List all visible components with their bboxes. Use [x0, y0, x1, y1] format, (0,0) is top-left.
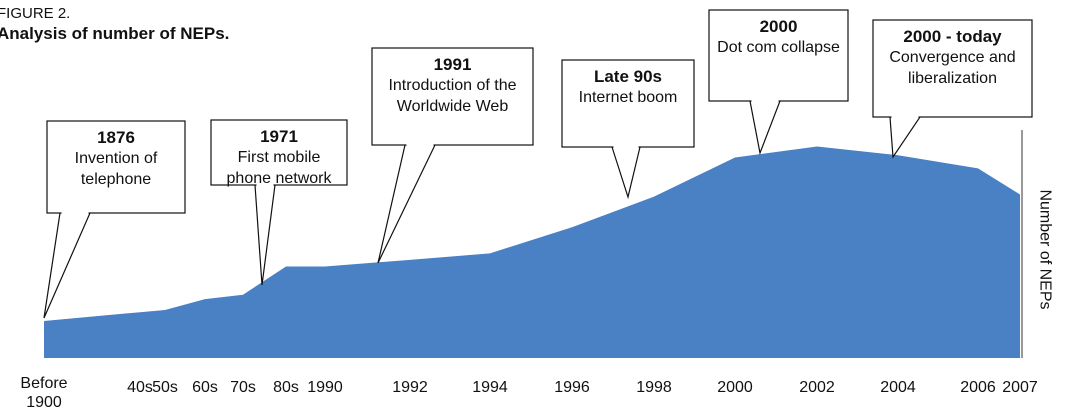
x-tick-label: 2006	[960, 379, 996, 396]
x-tick-label: 2002	[799, 379, 835, 396]
callout: 1991 Introduction of the Worldwide Web	[372, 48, 533, 145]
figure-label: FIGURE 2.	[0, 5, 71, 22]
callout: 2000 - today Convergence and liberalizati…	[873, 20, 1032, 117]
x-tick-label: Before 1900	[20, 375, 68, 411]
x-tick-label: 80s	[273, 379, 299, 396]
callout-text: Convergence and liberalization	[889, 49, 1016, 87]
x-tick-label: 50s	[152, 379, 178, 396]
callout: 1971 First mobile phone network	[211, 120, 347, 187]
callout-year: Late 90s	[593, 67, 663, 86]
x-tick-label: 2004	[880, 379, 916, 396]
callout-pointer	[254, 184, 276, 286]
callout: Late 90s Internet boom	[562, 60, 694, 147]
callout-pointer	[889, 116, 922, 159]
callout-box	[46, 120, 186, 214]
callout-year: 2000	[759, 17, 798, 36]
callout-box	[371, 47, 534, 146]
callout-text: Dot com collapse	[717, 39, 840, 56]
callout-box	[210, 119, 348, 186]
x-tick-label: 70s	[230, 379, 256, 396]
callout: 2000 Dot com collapse	[709, 10, 848, 101]
callout-text: First mobile phone network	[226, 149, 332, 187]
callout-pointer	[749, 100, 781, 156]
x-tick-label: 1992	[392, 379, 428, 396]
callout-year: 1876	[97, 128, 135, 147]
callout-text: Introduction of the Worldwide Web	[388, 77, 517, 115]
x-tick-label: 1996	[554, 379, 590, 396]
callout-pointer	[377, 144, 436, 264]
callout-pointer	[43, 212, 91, 319]
y-axis-label: Number of NEPs	[1036, 189, 1054, 310]
x-tick-label: 2000	[717, 379, 753, 396]
callout-text: Invention of telephone	[74, 150, 158, 188]
x-tick-label: 40s	[127, 379, 153, 396]
callout-year: 2000 - today	[903, 27, 1002, 46]
callout-box	[872, 19, 1033, 118]
x-tick-label: 60s	[192, 379, 218, 396]
area	[44, 146, 1020, 358]
callout: 1876 Invention of telephone	[47, 121, 185, 213]
x-tick-label: 2007	[1002, 379, 1038, 396]
callout-year: 1991	[433, 55, 472, 74]
callout-year: 1971	[260, 127, 298, 146]
callout-pointer	[611, 146, 641, 200]
x-tick-label: 1990	[307, 379, 343, 396]
x-tick-label: 1994	[472, 379, 508, 396]
callout-text: Internet boom	[578, 89, 678, 106]
x-tick-label: 1998	[636, 379, 672, 396]
chart-title: Analysis of number of NEPs.	[0, 24, 230, 43]
callout-box	[708, 9, 849, 102]
